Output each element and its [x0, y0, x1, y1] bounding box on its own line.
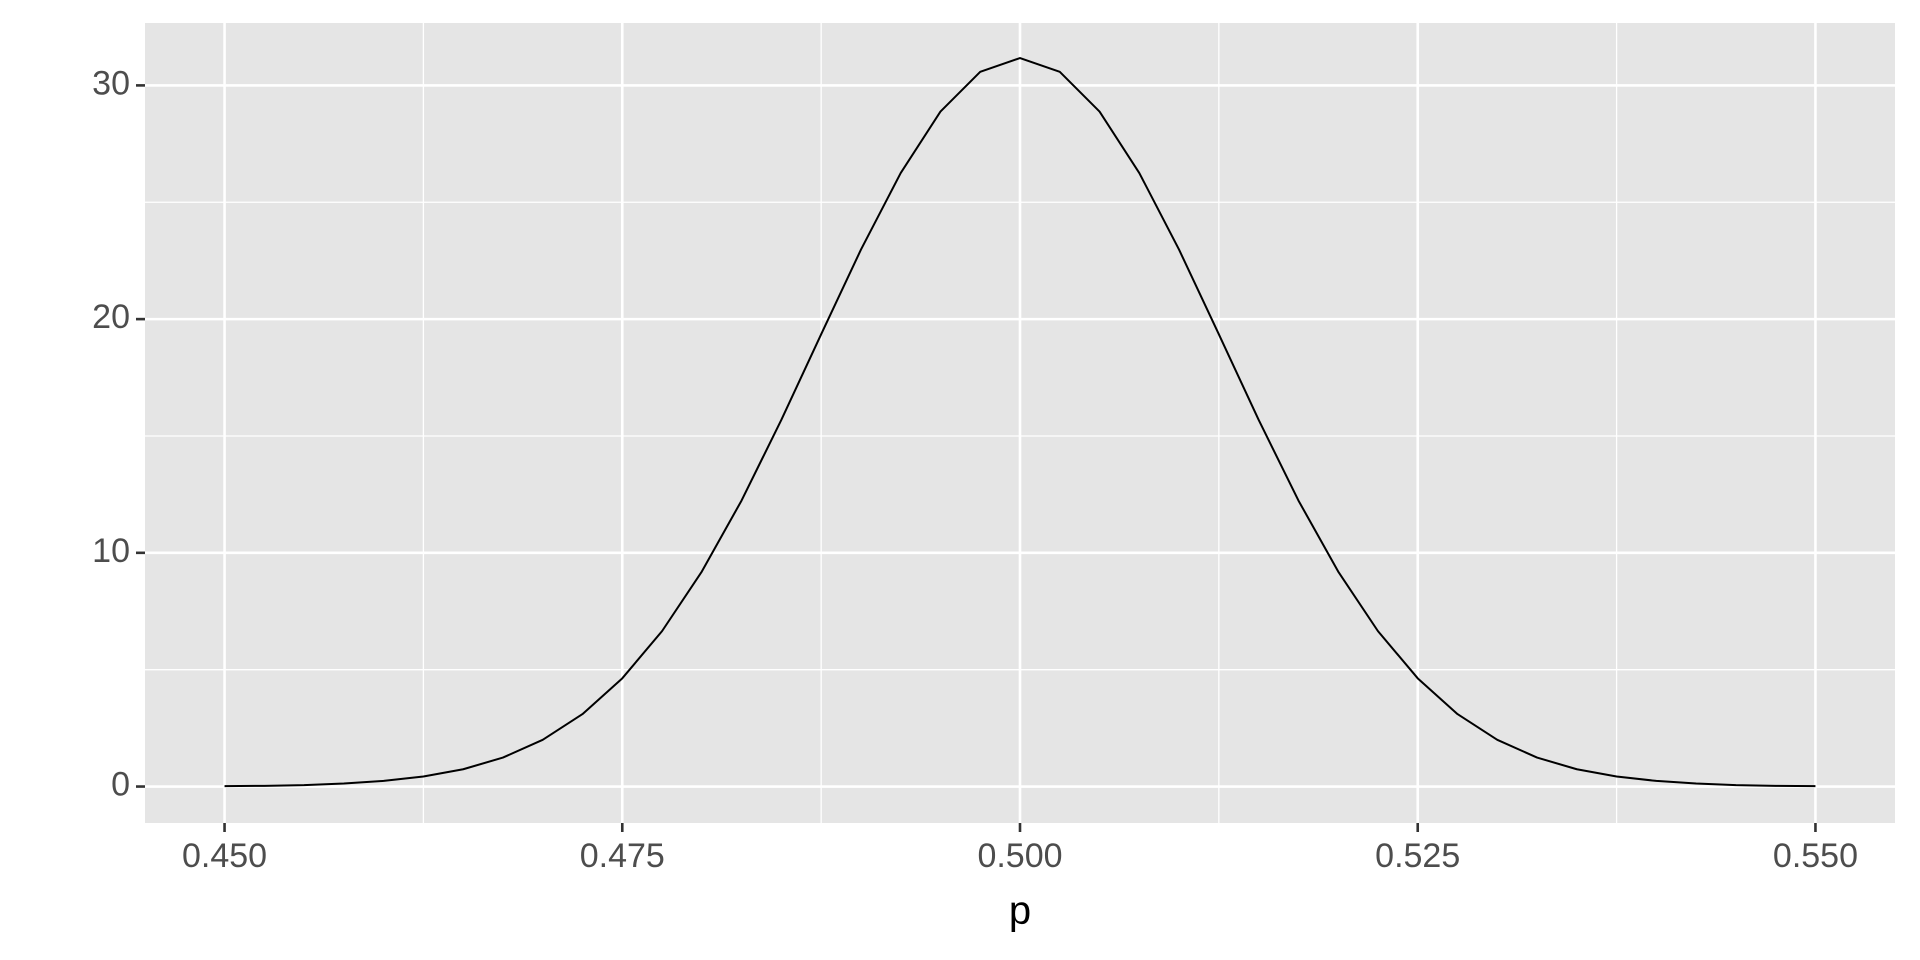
x-axis-title: p [1009, 889, 1031, 933]
x-tick-label: 0.500 [977, 837, 1062, 875]
x-tick-label: 0.475 [580, 837, 665, 875]
y-tick-label: 10 [92, 532, 130, 570]
y-tick-label: 0 [111, 766, 130, 804]
density-line [224, 57, 1816, 788]
x-tick-label: 0.450 [182, 837, 267, 875]
y-tick-label: 20 [92, 298, 130, 336]
x-tick-label: 0.550 [1773, 837, 1858, 875]
x-tick-label: 0.525 [1375, 837, 1460, 875]
y-tick-label: 30 [92, 64, 130, 102]
